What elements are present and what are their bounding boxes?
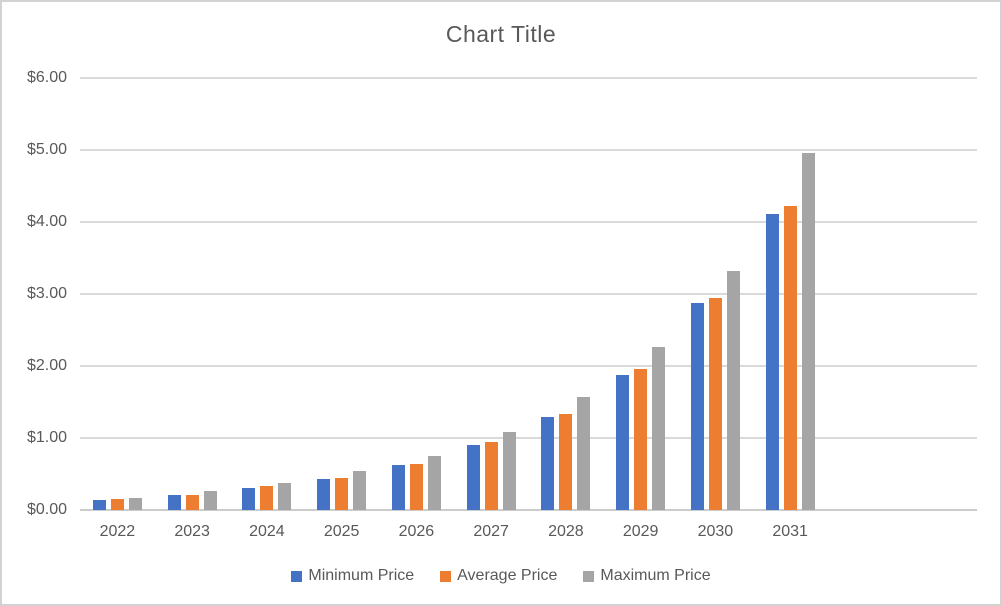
y-axis-tick-label: $0.00 [26, 501, 67, 518]
legend-swatch-icon [440, 570, 452, 582]
bar-maximum-price-2030 [726, 270, 740, 510]
bar-average-price-2026 [409, 463, 423, 510]
gridline [80, 77, 977, 79]
bar-minimum-price-2027 [466, 445, 480, 510]
bar-minimum-price-2025 [317, 479, 331, 510]
x-axis-tick-label: 2026 [398, 523, 435, 540]
x-axis-tick-label: 2028 [548, 523, 584, 540]
legend-swatch-icon [583, 570, 595, 582]
x-axis-tick-label: 2023 [174, 523, 210, 540]
bar-average-price-2028 [559, 413, 573, 510]
x-axis-tick-label: 2027 [473, 523, 509, 540]
bar-minimum-price-2028 [541, 417, 555, 510]
bar-average-price-2030 [708, 297, 722, 510]
bar-average-price-2022 [110, 499, 124, 510]
bar-minimum-price-2029 [616, 374, 630, 510]
bar-average-price-2029 [634, 368, 648, 510]
bar-minimum-price-2026 [391, 465, 405, 510]
gridline [80, 149, 977, 151]
legend-item-average-price: Average Price [440, 567, 557, 585]
bar-maximum-price-2031 [801, 152, 815, 510]
chart-title: Chart Title [445, 21, 557, 47]
y-axis-tick-label: $6.00 [26, 69, 67, 86]
bar-maximum-price-2025 [353, 471, 367, 510]
x-axis-tick-label: 2029 [622, 523, 659, 540]
bar-maximum-price-2024 [278, 483, 292, 510]
legend-label: Maximum Price [600, 567, 711, 584]
bar-maximum-price-2023 [203, 491, 217, 510]
y-axis-tick-label: $4.00 [26, 213, 67, 230]
bar-minimum-price-2024 [242, 487, 256, 510]
bar-minimum-price-2023 [167, 494, 181, 510]
legend-item-minimum-price: Minimum Price [291, 567, 414, 585]
legend-label: Average Price [457, 567, 558, 584]
legend-item-maximum-price: Maximum Price [583, 567, 711, 585]
x-axis-line [80, 509, 977, 511]
bar-maximum-price-2029 [652, 346, 666, 510]
bar-maximum-price-2028 [577, 396, 591, 510]
gridline [80, 365, 977, 367]
bar-maximum-price-2026 [427, 456, 441, 510]
gridline [80, 437, 977, 439]
gridline [80, 293, 977, 295]
bar-average-price-2024 [260, 486, 274, 510]
x-axis-tick-label: 2024 [249, 523, 285, 540]
bar-average-price-2025 [335, 477, 349, 510]
bar-average-price-2027 [484, 442, 498, 510]
x-axis-tick-label: 2031 [772, 523, 808, 540]
gridline [80, 221, 977, 223]
legend-swatch-icon [291, 570, 303, 582]
legend: Minimum Price Average Price Maximum Price [2, 567, 1000, 585]
bar-minimum-price-2030 [690, 303, 704, 510]
x-axis-tick-label: 2025 [323, 523, 360, 540]
bar-maximum-price-2027 [502, 431, 516, 510]
bar-maximum-price-2022 [128, 498, 142, 510]
bar-average-price-2031 [783, 206, 797, 510]
y-axis-tick-label: $5.00 [26, 141, 67, 158]
y-axis-tick-label: $3.00 [26, 285, 67, 302]
legend-label: Minimum Price [308, 567, 415, 584]
bar-minimum-price-2031 [765, 214, 779, 510]
y-axis-tick-label: $1.00 [26, 429, 67, 446]
x-axis-tick-label: 2030 [697, 523, 734, 540]
y-axis-tick-label: $2.00 [26, 357, 67, 374]
bar-average-price-2023 [185, 494, 199, 510]
bar-minimum-price-2022 [92, 499, 106, 510]
x-axis-tick-label: 2022 [99, 523, 136, 540]
